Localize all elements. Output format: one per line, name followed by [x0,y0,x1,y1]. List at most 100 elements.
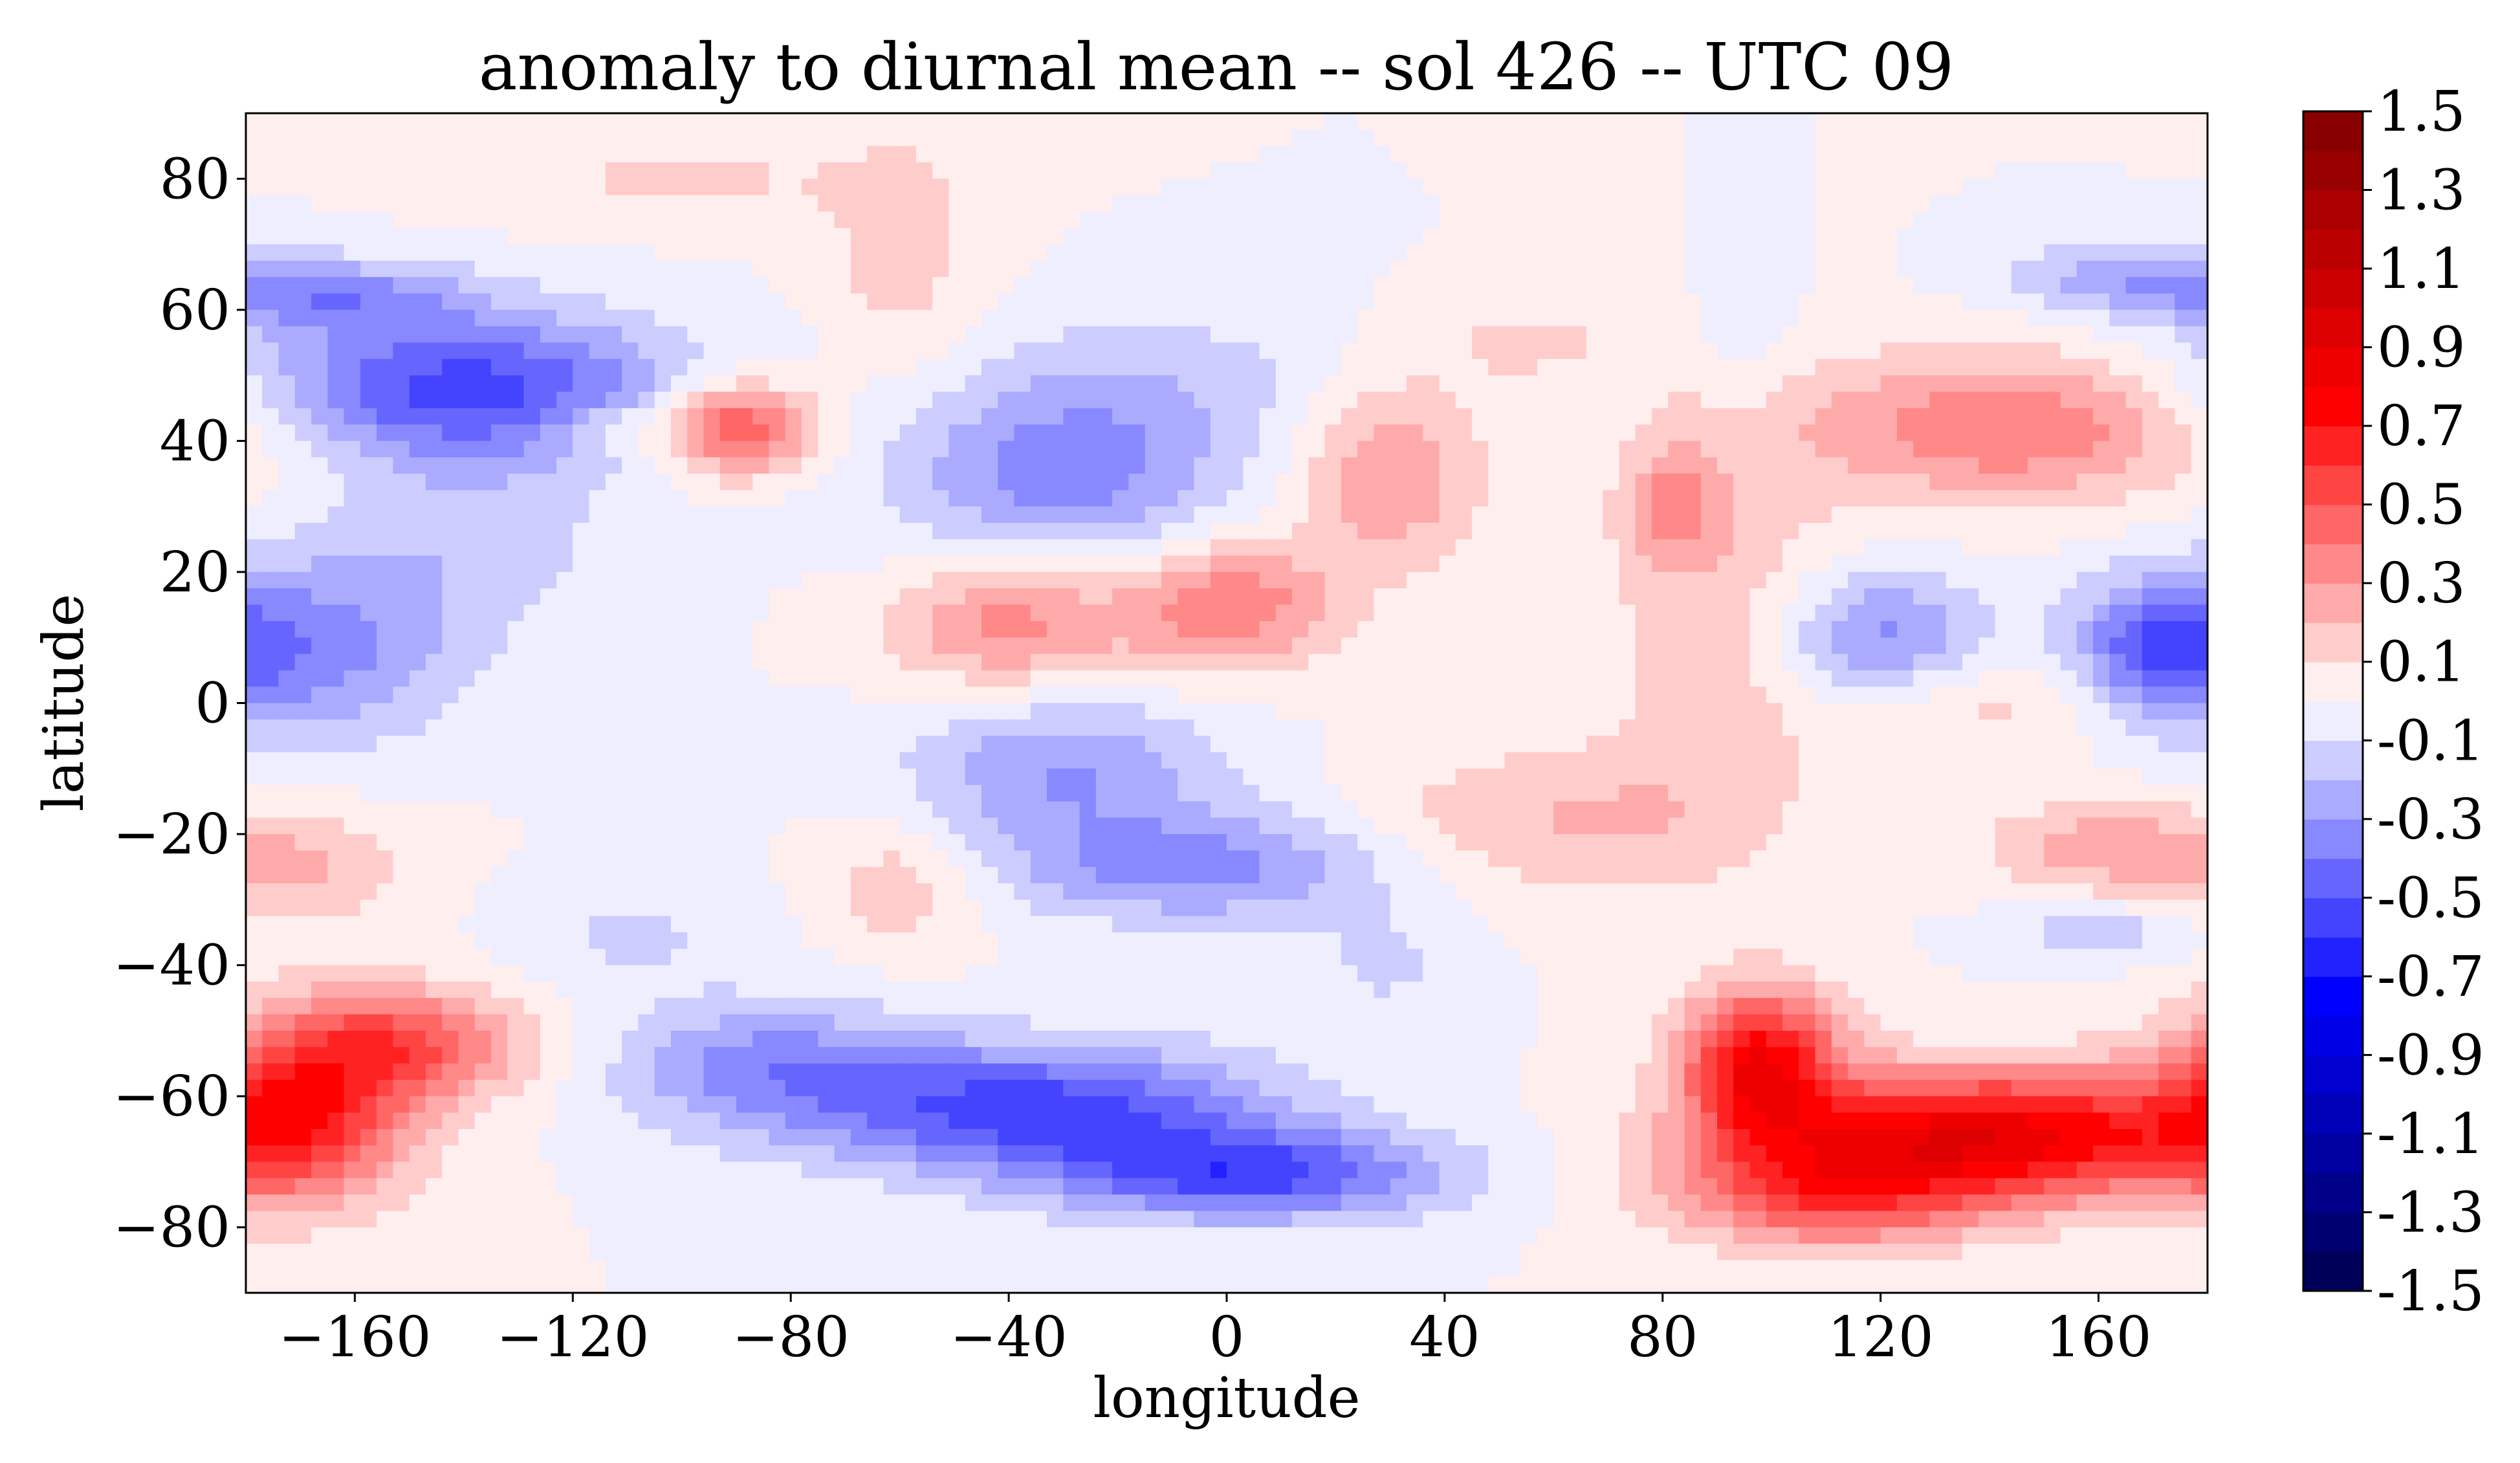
contour-cell [965,293,982,311]
contour-cell [1406,752,1423,769]
contour-cell [1488,474,1506,491]
contour-cell [1635,326,1652,344]
contour-cell [327,687,345,704]
contour-cell [1423,736,1440,753]
contour-cell [1406,588,1423,606]
contour-cell [1766,195,1783,212]
contour-cell [278,670,296,687]
contour-cell [1504,736,1522,753]
contour-cell [2076,621,2094,639]
contour-cell [540,457,557,474]
contour-cell [1553,703,1571,720]
contour-cell [425,293,443,311]
contour-cell [1995,244,2012,261]
contour-cell [556,654,574,671]
contour-cell [687,539,705,556]
contour-cell [1406,195,1423,212]
contour-cell [2011,571,2028,589]
contour-cell [327,113,345,131]
contour-cell [377,687,394,704]
contour-cell [1063,571,1080,589]
contour-cell [1603,670,1620,687]
contour-cell [1063,195,1080,212]
contour-cell [2175,441,2192,458]
contour-cell [1913,228,1931,245]
contour-cell [736,260,754,278]
contour-cell [670,179,688,196]
contour-cell [834,736,851,753]
contour-cell [540,129,557,147]
contour-cell [458,375,476,393]
contour-cell [507,113,525,131]
contour-cell [2076,768,2094,786]
contour-cell [377,260,394,278]
contour-cell [1455,375,1473,393]
contour-cell [2076,752,2094,769]
contour-cell [1030,768,1047,786]
contour-cell [1782,768,1800,786]
contour-cell [1455,129,1473,147]
contour-cell [2125,752,2143,769]
contour-cell [622,195,639,212]
contour-cell [1733,768,1751,786]
contour-cell [1619,588,1636,606]
contour-cell [1292,228,1309,245]
contour-cell [932,375,950,393]
contour-cell [377,326,394,344]
contour-cell [670,785,688,802]
contour-cell [2125,342,2143,360]
contour-cell [2011,293,2028,311]
contour-cell [573,654,590,671]
contour-cell [2076,687,2094,704]
contour-cell [1047,129,1064,147]
contour-cell [1030,146,1047,163]
contour-cell [965,228,982,245]
contour-cell [654,736,672,753]
contour-cell [1504,375,1522,393]
contour-cell [948,457,966,474]
contour-cell [850,506,868,523]
contour-cell [1063,375,1080,393]
contour-cell [589,539,606,556]
contour-cell [523,408,541,425]
contour-cell [474,358,492,376]
contour-cell [2093,736,2110,753]
contour-cell [262,474,279,491]
contour-cell [1227,293,1244,311]
contour-cell [850,146,868,163]
contour-cell [1030,211,1047,229]
contour-cell [687,326,705,344]
contour-cell [278,244,296,261]
contour-cell [2093,260,2110,278]
contour-cell [1995,358,2012,376]
contour-cell [474,719,492,736]
contour-cell [736,375,754,393]
contour-cell [1651,637,1669,655]
contour-cell [1275,654,1293,671]
contour-cell [605,228,622,245]
contour-cell [246,785,263,802]
contour-cell [1112,719,1130,736]
contour-cell [1945,571,1963,589]
contour-cell [327,424,345,442]
contour-cell [1684,424,1702,442]
contour-cell [360,408,377,425]
contour-cell [278,490,296,507]
contour-cell [1194,474,1211,491]
contour-cell [1423,375,1440,393]
contour-cell [360,719,377,736]
contour-cell [1553,571,1571,589]
contour-cell [1945,654,1963,671]
contour-cell [1962,244,1980,261]
contour-cell [703,146,721,163]
contour-cell [1292,391,1309,409]
contour-cell [2158,309,2176,327]
contour-cell [932,260,950,278]
contour-cell [523,244,541,261]
contour-cell [1831,654,1848,671]
contour-cell [605,719,622,736]
contour-cell [1929,211,1947,229]
contour-cell [638,539,655,556]
contour-cell [1815,687,1832,704]
contour-cell [687,621,705,639]
